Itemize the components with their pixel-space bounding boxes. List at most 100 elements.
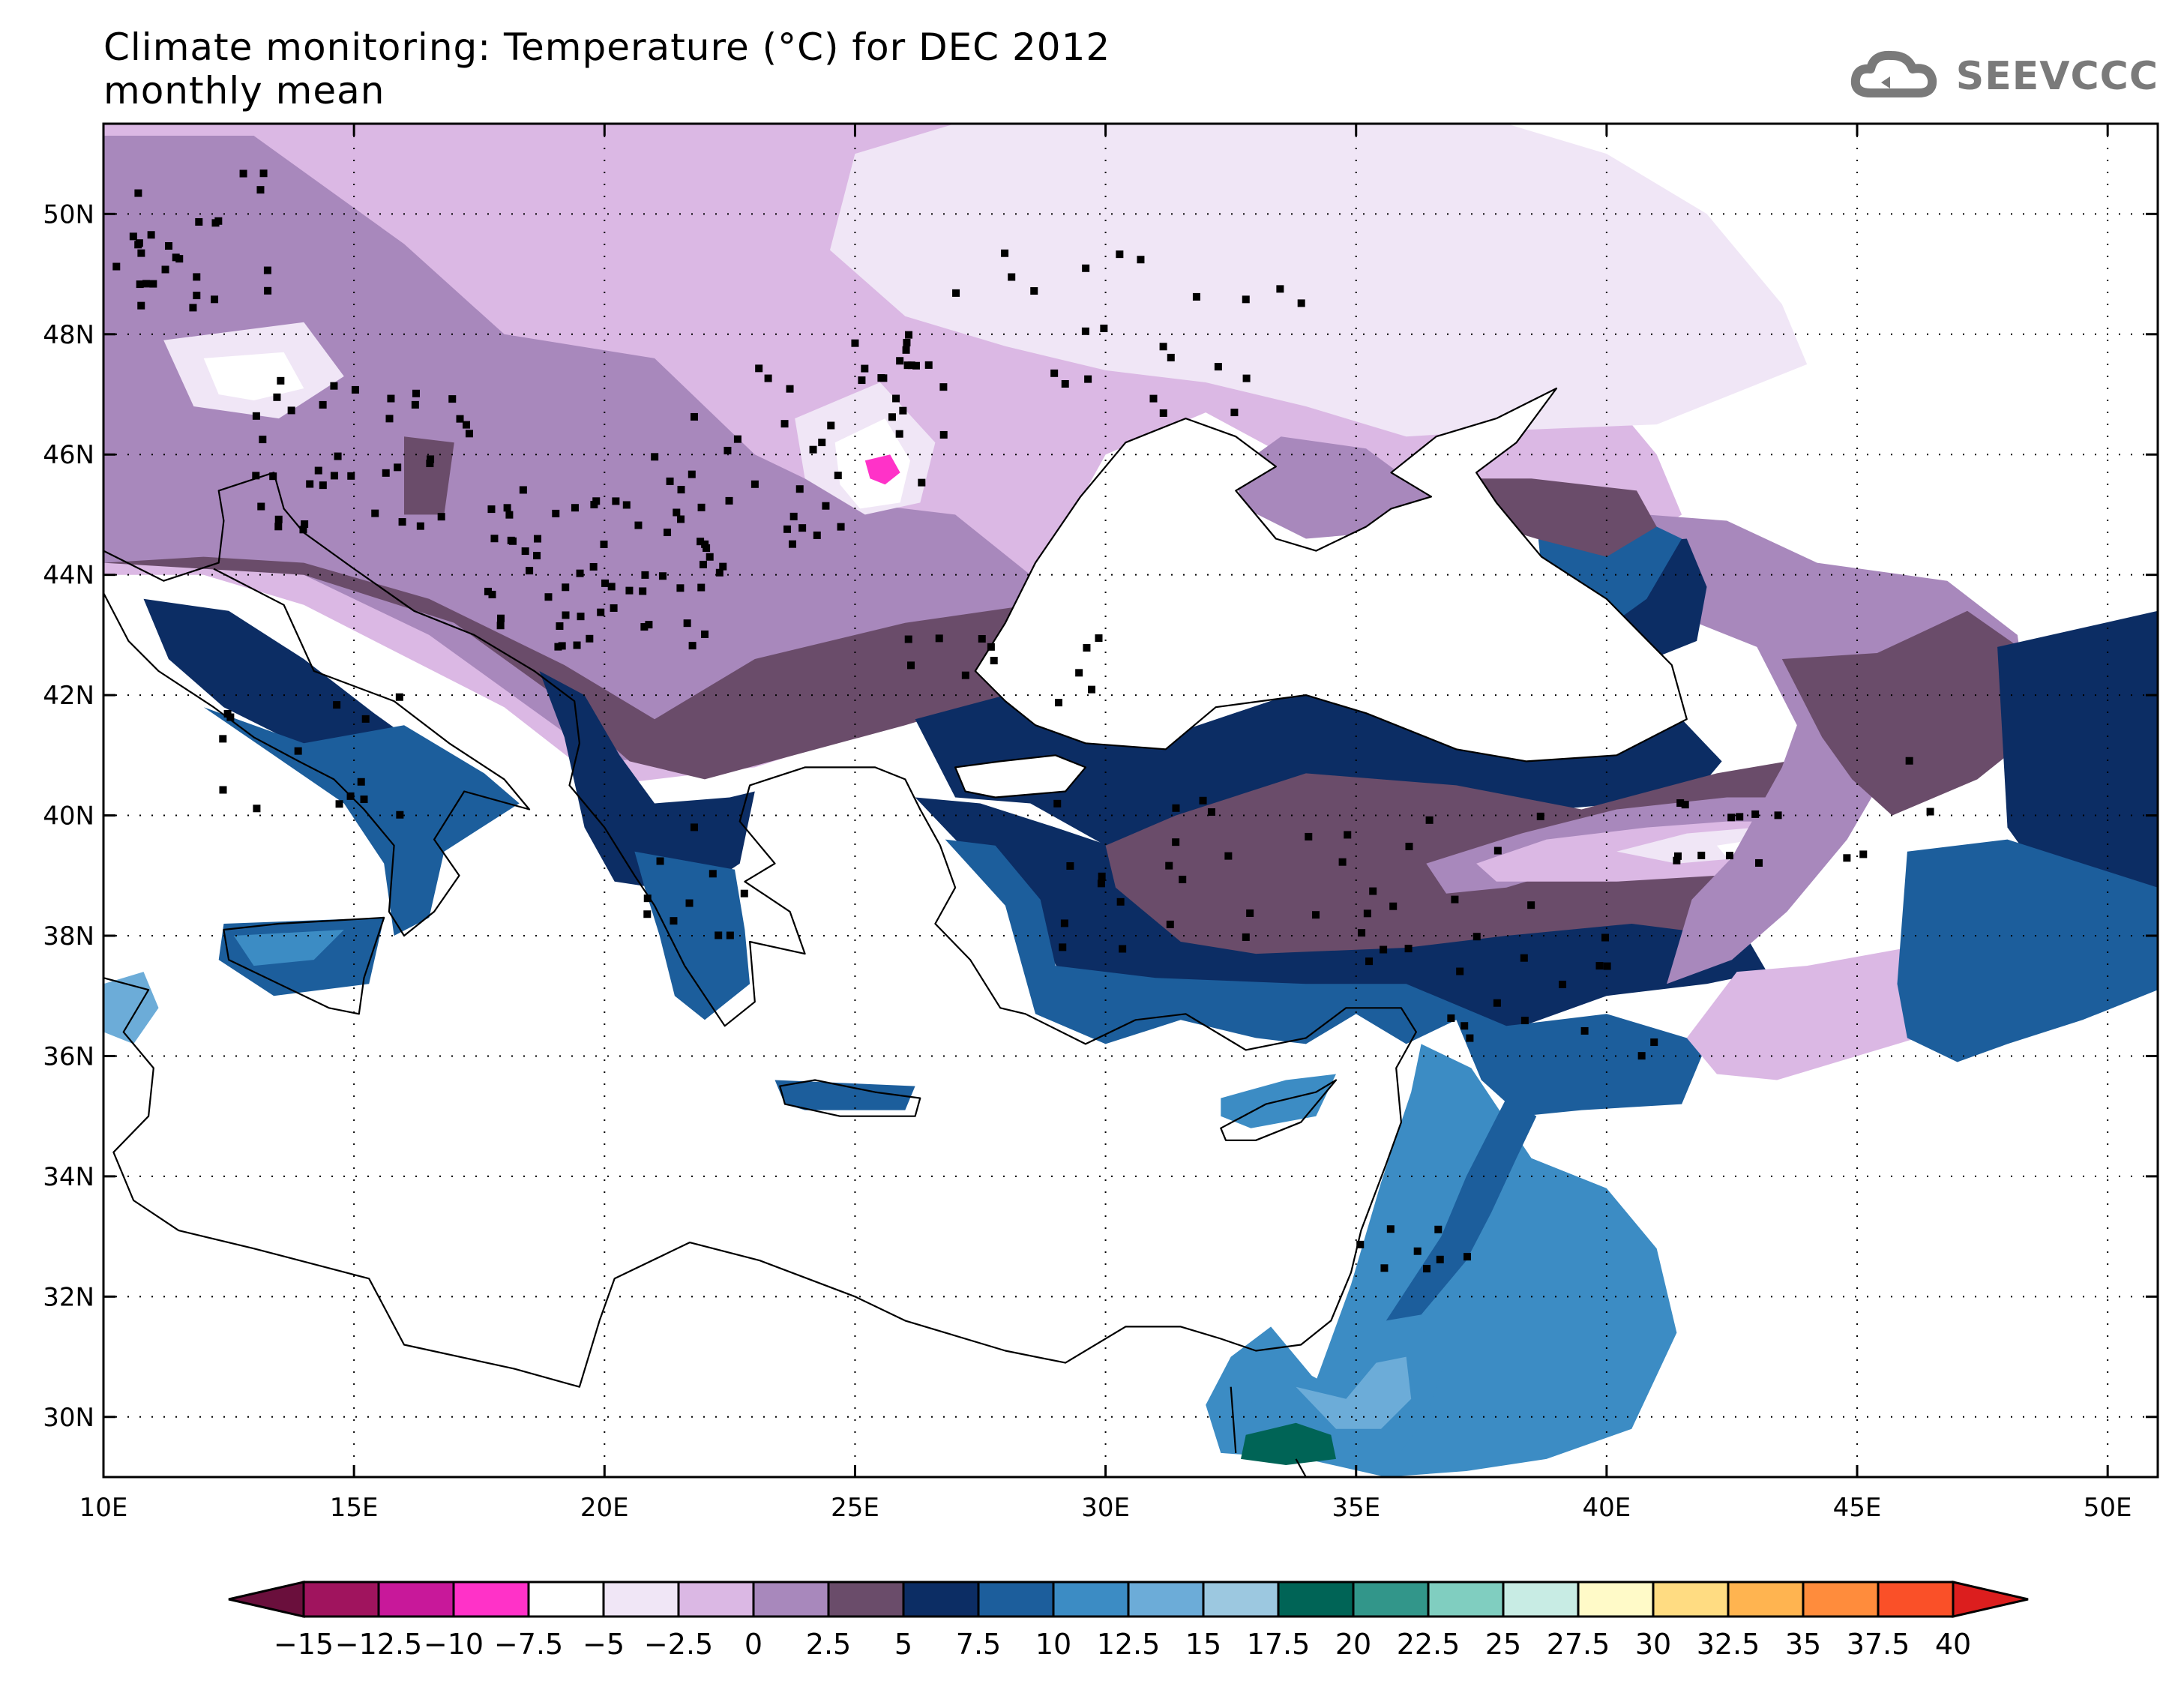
station-marker — [1159, 409, 1167, 417]
station-marker — [1172, 838, 1180, 846]
station-marker — [239, 169, 247, 178]
station-marker — [1242, 295, 1250, 304]
station-marker — [149, 280, 157, 288]
station-marker — [573, 641, 581, 649]
station-marker — [1697, 851, 1706, 859]
station-marker — [1404, 945, 1413, 953]
station-marker — [556, 622, 564, 630]
colorbar-swatch — [1277, 1581, 1355, 1618]
station-marker — [193, 273, 201, 281]
station-marker — [1905, 757, 1913, 765]
colorbar-label: 15 — [1185, 1628, 1221, 1661]
colorbar-label: −7.5 — [494, 1628, 563, 1661]
station-marker — [939, 430, 948, 439]
temperature-zone-11 — [203, 707, 520, 936]
station-marker — [1536, 812, 1544, 820]
station-marker — [1083, 644, 1091, 652]
station-marker — [892, 394, 900, 403]
y-tick-label: 46N — [43, 440, 94, 470]
station-marker — [136, 280, 144, 289]
station-marker — [1159, 343, 1167, 351]
station-marker — [67, 167, 75, 175]
colorbar-swatch — [902, 1581, 980, 1618]
station-marker — [416, 522, 424, 530]
temperature-zone-2 — [830, 124, 1808, 437]
station-marker — [683, 619, 691, 628]
station-marker — [601, 579, 610, 587]
x-tick-label: 50E — [2084, 1493, 2132, 1523]
y-tick-label: 40N — [43, 802, 94, 832]
station-marker — [888, 413, 896, 421]
plot-frame — [102, 122, 2159, 1479]
station-marker — [484, 587, 492, 595]
station-marker — [147, 231, 155, 239]
station-marker — [1097, 879, 1105, 888]
station-marker — [719, 562, 727, 571]
station-marker — [256, 186, 265, 194]
station-marker — [690, 823, 698, 832]
colorbar-label: 20 — [1335, 1628, 1371, 1661]
station-marker — [813, 531, 821, 539]
station-marker — [1054, 699, 1062, 707]
station-marker — [1466, 1034, 1474, 1042]
station-marker — [1242, 933, 1250, 941]
station-marker — [306, 480, 314, 488]
station-marker — [697, 538, 705, 546]
station-marker — [195, 217, 203, 226]
station-marker — [398, 518, 406, 526]
station-marker — [274, 515, 283, 523]
station-marker — [1050, 369, 1059, 377]
x-tick-label: 30E — [1081, 1493, 1130, 1523]
temperature-zone-9 — [103, 556, 1031, 780]
station-marker — [1066, 861, 1074, 870]
station-marker — [1230, 409, 1239, 417]
station-marker — [1312, 911, 1320, 919]
y-tick-label: 32N — [43, 1282, 94, 1312]
station-marker — [634, 521, 643, 529]
station-marker — [1098, 872, 1106, 880]
station-marker — [1297, 299, 1305, 307]
colorbar-label: −12.5 — [335, 1628, 422, 1661]
gulf-of-suez — [1230, 1386, 1237, 1453]
station-marker — [264, 286, 272, 295]
station-marker — [1214, 363, 1222, 371]
station-marker — [1075, 669, 1083, 677]
station-marker — [903, 338, 911, 346]
station-marker — [1082, 264, 1090, 272]
station-marker — [385, 415, 394, 423]
chart-title: Climate monitoring: Temperature (°C) for… — [103, 25, 1110, 112]
temperature-zone-36 — [1245, 1320, 1446, 1465]
coastlines — [103, 387, 1688, 1477]
station-marker — [1380, 945, 1388, 954]
station-marker — [918, 478, 926, 487]
temperature-zone-40 — [103, 972, 159, 1044]
station-marker — [1365, 957, 1374, 966]
station-marker — [952, 289, 960, 297]
station-marker — [496, 614, 505, 622]
station-marker — [382, 469, 390, 477]
station-marker — [1008, 273, 1016, 281]
temperature-zone-5 — [864, 454, 900, 485]
station-marker — [411, 400, 419, 409]
station-marker — [219, 786, 227, 794]
station-marker — [688, 642, 697, 650]
station-marker — [861, 364, 869, 373]
station-marker — [1137, 256, 1145, 264]
colorbar-swatch — [1727, 1581, 1805, 1618]
station-marker — [1413, 1247, 1422, 1255]
station-marker — [1601, 933, 1610, 942]
station-marker — [371, 509, 379, 517]
colorbar-label: 12.5 — [1097, 1628, 1161, 1661]
station-marker — [703, 544, 711, 552]
station-marker — [1363, 909, 1371, 918]
station-marker — [552, 509, 560, 517]
station-marker — [334, 452, 342, 460]
station-marker — [907, 661, 915, 670]
colorbar-swatch — [677, 1581, 755, 1618]
station-marker — [899, 406, 907, 415]
station-marker — [259, 169, 268, 178]
station-marker — [789, 512, 798, 520]
station-marker — [788, 540, 796, 548]
station-marker — [330, 472, 338, 480]
station-marker — [924, 361, 933, 369]
